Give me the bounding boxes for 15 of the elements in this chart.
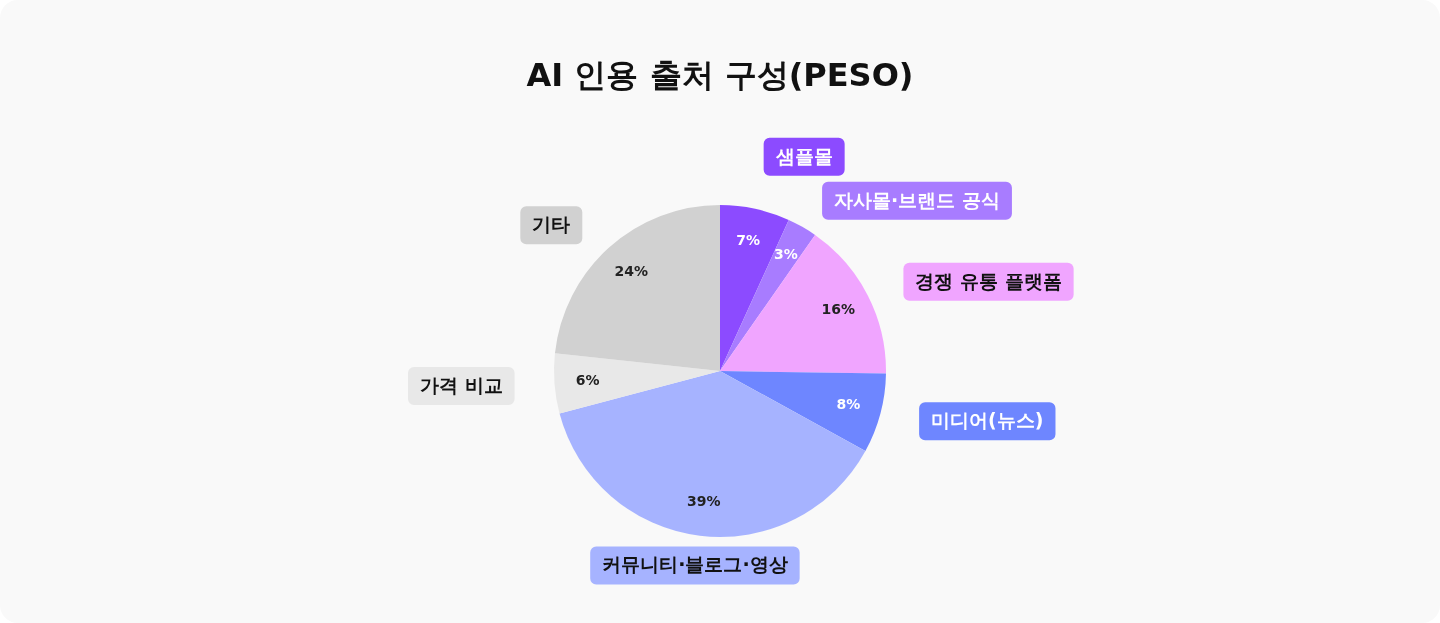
data-label: 3% <box>773 246 798 263</box>
slice-label: 자사몰·브랜드 공식 <box>834 188 1000 211</box>
slice-label: 가격 비교 <box>419 373 503 396</box>
data-label: 24% <box>614 262 648 279</box>
data-label: 6% <box>575 371 600 388</box>
data-label: 39% <box>687 493 721 510</box>
slice-label: 경쟁 유통 플랫폼 <box>915 269 1062 292</box>
data-label: 16% <box>821 301 855 318</box>
slice-label: 샘플몰 <box>774 144 833 167</box>
slice-label: 커뮤니티·블로그·영상 <box>602 553 788 576</box>
slice-label: 기타 <box>532 213 571 236</box>
data-label: 7% <box>736 231 761 248</box>
data-label: 8% <box>836 395 861 412</box>
slice-label: 미디어(뉴스) <box>931 409 1044 432</box>
chart-title: AI 인용 출처 구성(PESO) <box>525 55 915 96</box>
